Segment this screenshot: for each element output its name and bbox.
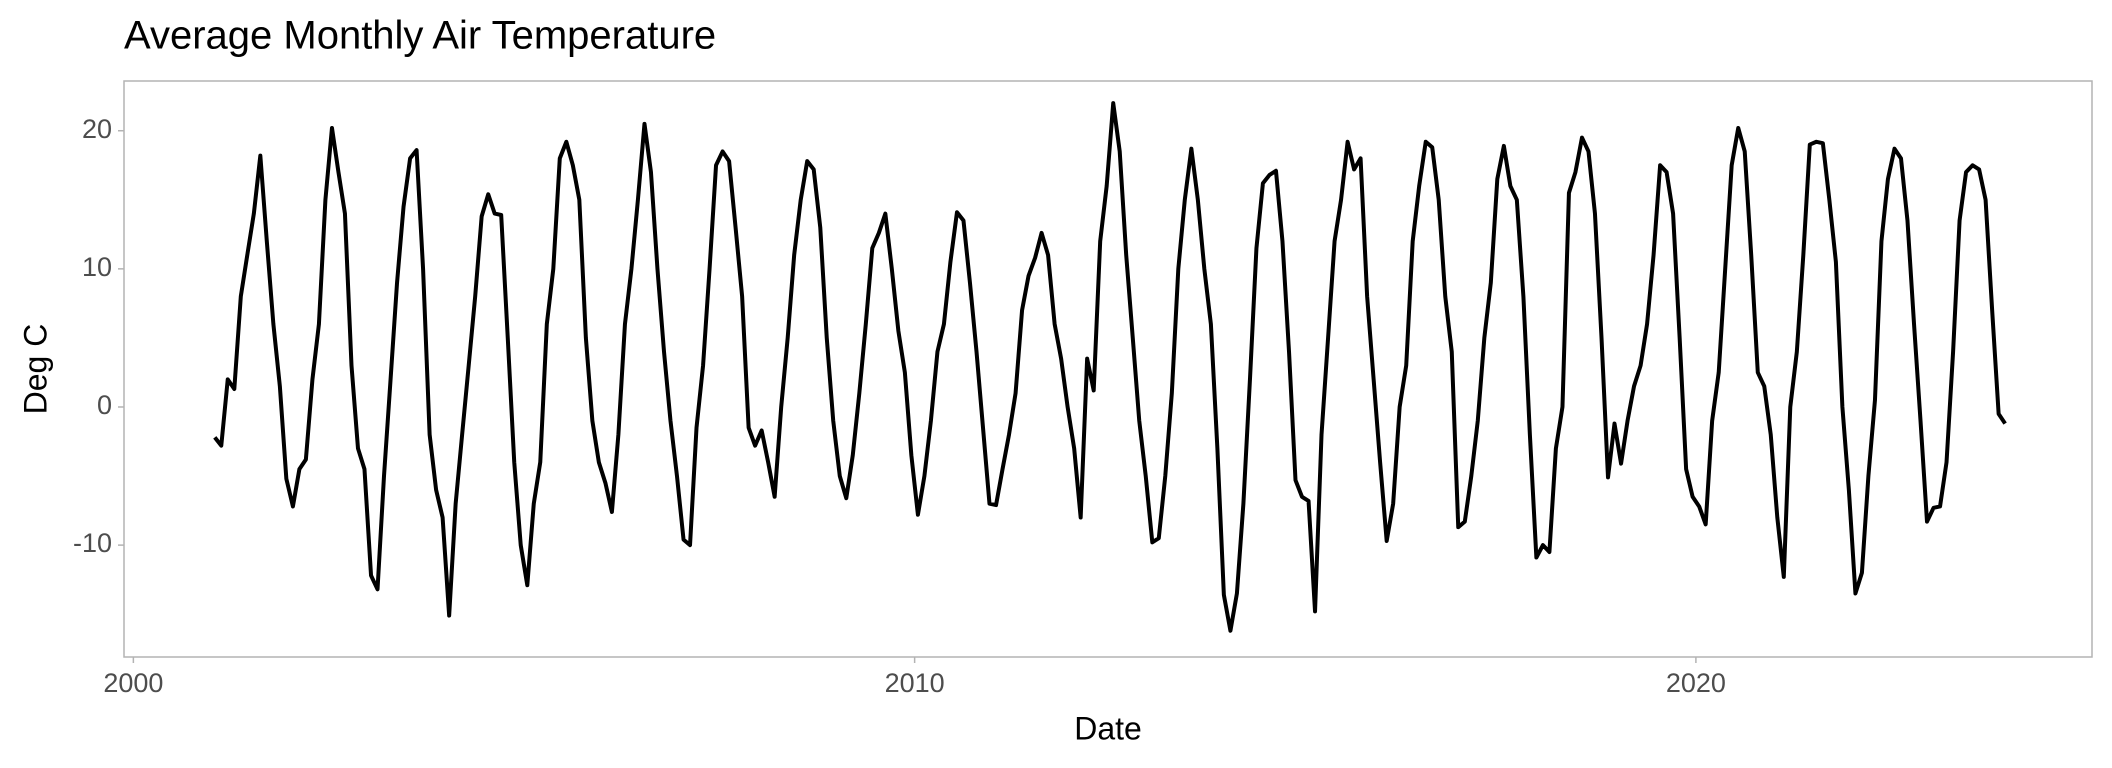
y-tick-label: -10	[73, 528, 112, 558]
x-axis-title: Date	[1074, 710, 1142, 746]
chart-title: Average Monthly Air Temperature	[124, 14, 716, 58]
x-tick-label: 2010	[885, 668, 945, 698]
y-tick-label: 10	[82, 252, 112, 282]
panel-border	[123, 80, 2093, 658]
y-tick-label: 0	[97, 390, 112, 420]
data-line	[213, 101, 2007, 633]
x-tick-label: 2000	[103, 668, 163, 698]
y-axis-title: Deg C	[17, 324, 53, 415]
y-tick-label: 20	[82, 114, 112, 144]
x-tick-label: 2020	[1666, 668, 1726, 698]
